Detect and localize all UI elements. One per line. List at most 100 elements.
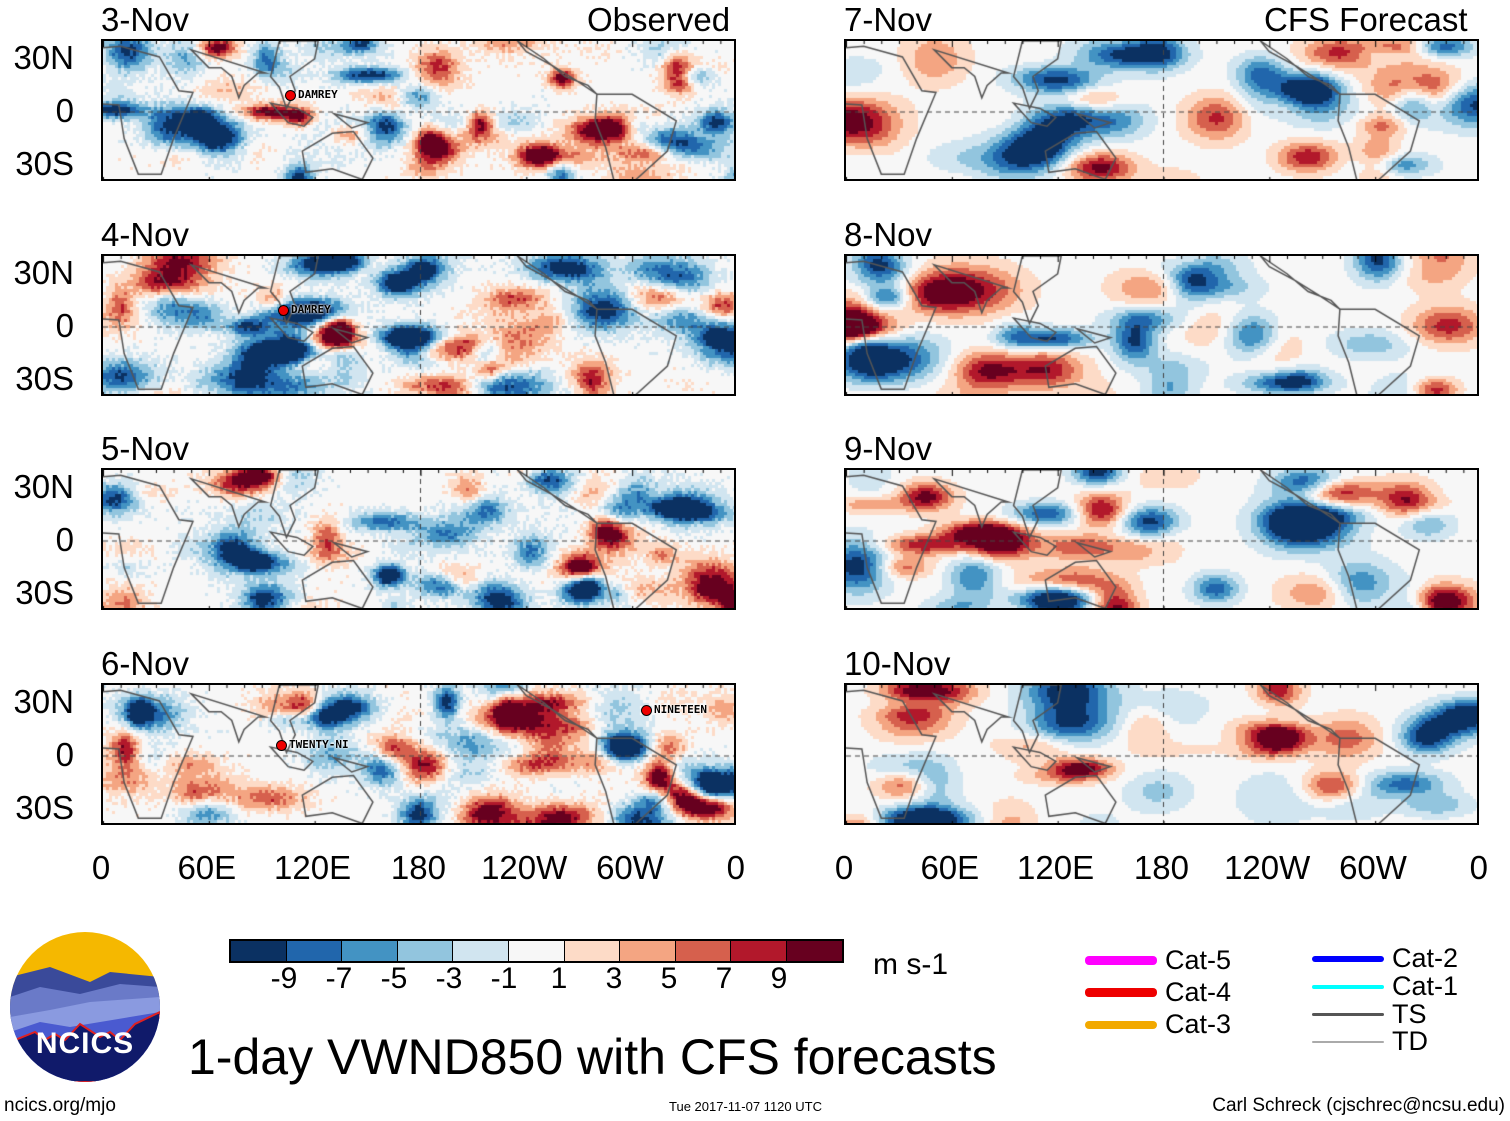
map-panel-8-Nov — [844, 254, 1479, 396]
latitude-label: 0 — [55, 736, 74, 773]
legend-item: Cat-5 — [1085, 945, 1231, 976]
legend-item: TD — [1312, 1026, 1428, 1057]
longitude-label: 180 — [1133, 849, 1189, 886]
ncics-logo: NCICS — [10, 932, 160, 1082]
colorbar-swatch — [620, 941, 676, 961]
colorbar-tick-label: -3 — [435, 962, 463, 995]
latitude-label: 0 — [55, 521, 74, 558]
latitude-label: 30S — [15, 360, 74, 397]
storm-icon — [641, 704, 652, 716]
legend-line-icon — [1085, 1020, 1157, 1029]
wind-field — [103, 256, 734, 394]
latitude-label: 30S — [15, 145, 74, 182]
map-panel-7-Nov — [844, 39, 1479, 181]
colorbar-tick-label: 3 — [605, 962, 623, 995]
longitude-label: 120E — [274, 849, 352, 886]
longitude-label: 120E — [1017, 849, 1095, 886]
legend-label: Cat-3 — [1165, 1009, 1232, 1039]
colorbar-swatch — [453, 941, 509, 961]
storm-marker: TWENTY-NI — [276, 738, 349, 751]
colorbar-swatch — [675, 941, 732, 961]
map-panel-9-Nov — [844, 468, 1479, 610]
legend-item: TS — [1312, 999, 1427, 1030]
panel-date: 7-Nov — [844, 1, 933, 38]
storm-name: DAMREY — [291, 303, 331, 316]
colorbar-tick-label: 7 — [715, 962, 733, 995]
longitude-label: 120W — [1224, 849, 1311, 886]
longitude-label: 120W — [481, 849, 568, 886]
colorbar-swatch — [564, 941, 621, 961]
latitude-label: 30N — [13, 468, 74, 505]
longitude-label: 60E — [177, 849, 237, 886]
colorbar-units: m s-1 — [873, 948, 948, 981]
colorbar-tick-label: -7 — [325, 962, 353, 995]
colorbar-swatch — [786, 941, 842, 961]
longitude-label: 60E — [920, 849, 980, 886]
legend-line-icon — [1312, 1013, 1384, 1016]
panel-date: 5-Nov — [101, 430, 190, 467]
longitude-label: 0 — [726, 849, 745, 886]
colorbar-swatch — [342, 941, 398, 961]
map-panel-6-Nov — [101, 683, 736, 825]
wind-field — [103, 685, 734, 823]
site-link[interactable]: ncics.org/mjo — [4, 1095, 116, 1116]
legend-label: Cat-5 — [1165, 945, 1232, 975]
legend-line-icon — [1312, 984, 1384, 989]
longitude-label: 0 — [91, 849, 111, 886]
colorbar-swatch — [286, 941, 343, 961]
figure-title: 1-day VWND850 with CFS forecasts — [188, 1029, 997, 1085]
storm-icon — [276, 739, 287, 751]
map-panel-4-Nov — [101, 254, 736, 396]
map-panel-3-Nov — [101, 39, 736, 181]
colorbar-tick-label: 1 — [550, 962, 568, 995]
latitude-label: 30N — [13, 39, 74, 76]
panel-date: 4-Nov — [101, 216, 190, 253]
panel-date: 6-Nov — [101, 645, 190, 682]
colorbar-swatch — [397, 941, 454, 961]
panel-date: 3-Nov — [101, 1, 190, 38]
wind-field — [846, 470, 1477, 608]
latitude-label: 30S — [15, 574, 74, 611]
latitude-label: 30N — [13, 254, 74, 291]
legend-item: Cat-2 — [1312, 943, 1458, 974]
colorbar — [229, 939, 844, 963]
longitude-label: 60W — [1339, 849, 1407, 886]
cfs-forecast-label: CFS Forecast — [1264, 1, 1468, 38]
observed-label: Observed — [587, 1, 731, 38]
storm-marker: DAMREY — [278, 303, 331, 316]
legend-line-icon — [1085, 956, 1157, 965]
wind-field — [846, 256, 1477, 394]
storm-marker: DAMREY — [285, 88, 338, 101]
legend-label: TD — [1392, 1026, 1428, 1056]
legend-label: Cat-1 — [1392, 971, 1459, 1001]
panel-date: 8-Nov — [844, 216, 933, 253]
colorbar-tick-label: 9 — [770, 962, 788, 995]
map-panel-5-Nov — [101, 468, 736, 610]
longitude-label: 60W — [596, 849, 664, 886]
legend-line-icon — [1085, 988, 1157, 997]
legend-item: Cat-3 — [1085, 1009, 1231, 1040]
legend-label: Cat-4 — [1165, 977, 1232, 1007]
legend-label: Cat-2 — [1392, 943, 1459, 973]
longitude-label: 180 — [390, 849, 446, 886]
colorbar-tick-label: 5 — [660, 962, 678, 995]
panel-date: 9-Nov — [844, 430, 933, 467]
storm-name: TWENTY-NI — [289, 738, 349, 751]
storm-name: NINETEEN — [654, 703, 707, 716]
colorbar-tick-label: -9 — [270, 962, 298, 995]
wind-field — [103, 41, 734, 179]
legend-line-icon — [1312, 955, 1384, 962]
wind-field — [846, 685, 1477, 823]
wind-field — [103, 470, 734, 608]
latitude-label: 0 — [55, 307, 74, 344]
storm-icon — [278, 304, 289, 316]
colorbar-tick-label: -1 — [490, 962, 518, 995]
colorbar-swatch — [731, 941, 787, 961]
map-panel-10-Nov — [844, 683, 1479, 825]
colorbar-tick-label: -5 — [380, 962, 408, 995]
author-credit: Carl Schreck (cjschrec@ncsu.edu) — [1212, 1095, 1505, 1116]
legend-label: TS — [1392, 999, 1427, 1029]
legend-line-icon — [1312, 1040, 1384, 1043]
logo-text: NCICS — [35, 1027, 135, 1060]
